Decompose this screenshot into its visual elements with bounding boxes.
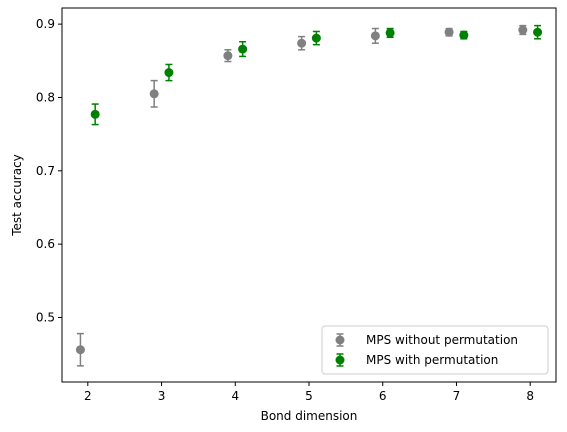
data-point-0-4 [370,31,380,41]
x-tick-label-1: 3 [158,389,166,403]
data-point-0-0 [75,345,85,355]
data-point-1-6 [533,27,543,37]
x-tick-label-3: 5 [305,389,313,403]
data-point-0-5 [444,27,454,37]
data-point-1-3 [311,33,321,43]
x-tick-label-4: 6 [379,389,387,403]
y-axis: 0.5 0.6 0.7 0.8 0.9 [36,17,62,324]
x-tick-label-5: 7 [453,389,461,403]
data-point-1-0 [90,109,100,119]
x-tick-label-6: 8 [526,389,534,403]
legend-label-0: MPS without permutation [366,333,518,347]
series-1 [90,24,543,126]
data-point-1-4 [385,28,395,38]
legend-marker-1 [335,355,345,365]
y-tick-label-3: 0.8 [36,90,55,104]
legend-box [321,325,549,375]
x-tick-label-0: 2 [84,389,92,403]
y-tick-label-0: 0.5 [36,310,55,324]
data-point-1-5 [459,30,469,40]
y-tick-label-1: 0.6 [36,237,55,251]
y-tick-label-2: 0.7 [36,164,55,178]
data-point-0-6 [518,25,528,35]
data-point-1-1 [164,68,174,78]
legend-marker-0 [335,335,345,345]
data-point-1-2 [238,44,248,54]
x-axis-label: Bond dimension [261,409,358,423]
x-axis: 2 3 4 5 6 7 8 [84,382,534,403]
legend-label-1: MPS with permutation [366,353,498,367]
data-point-0-3 [297,38,307,48]
data-marks [75,24,543,367]
x-tick-label-2: 4 [231,389,239,403]
series-0 [75,24,528,367]
plot-frame [61,7,557,383]
data-point-0-1 [149,89,159,99]
data-point-0-2 [223,51,233,61]
y-tick-label-4: 0.9 [36,17,55,31]
y-axis-label: Test accuracy [10,154,24,237]
legend: MPS without permutation MPS with permutat… [321,325,549,375]
